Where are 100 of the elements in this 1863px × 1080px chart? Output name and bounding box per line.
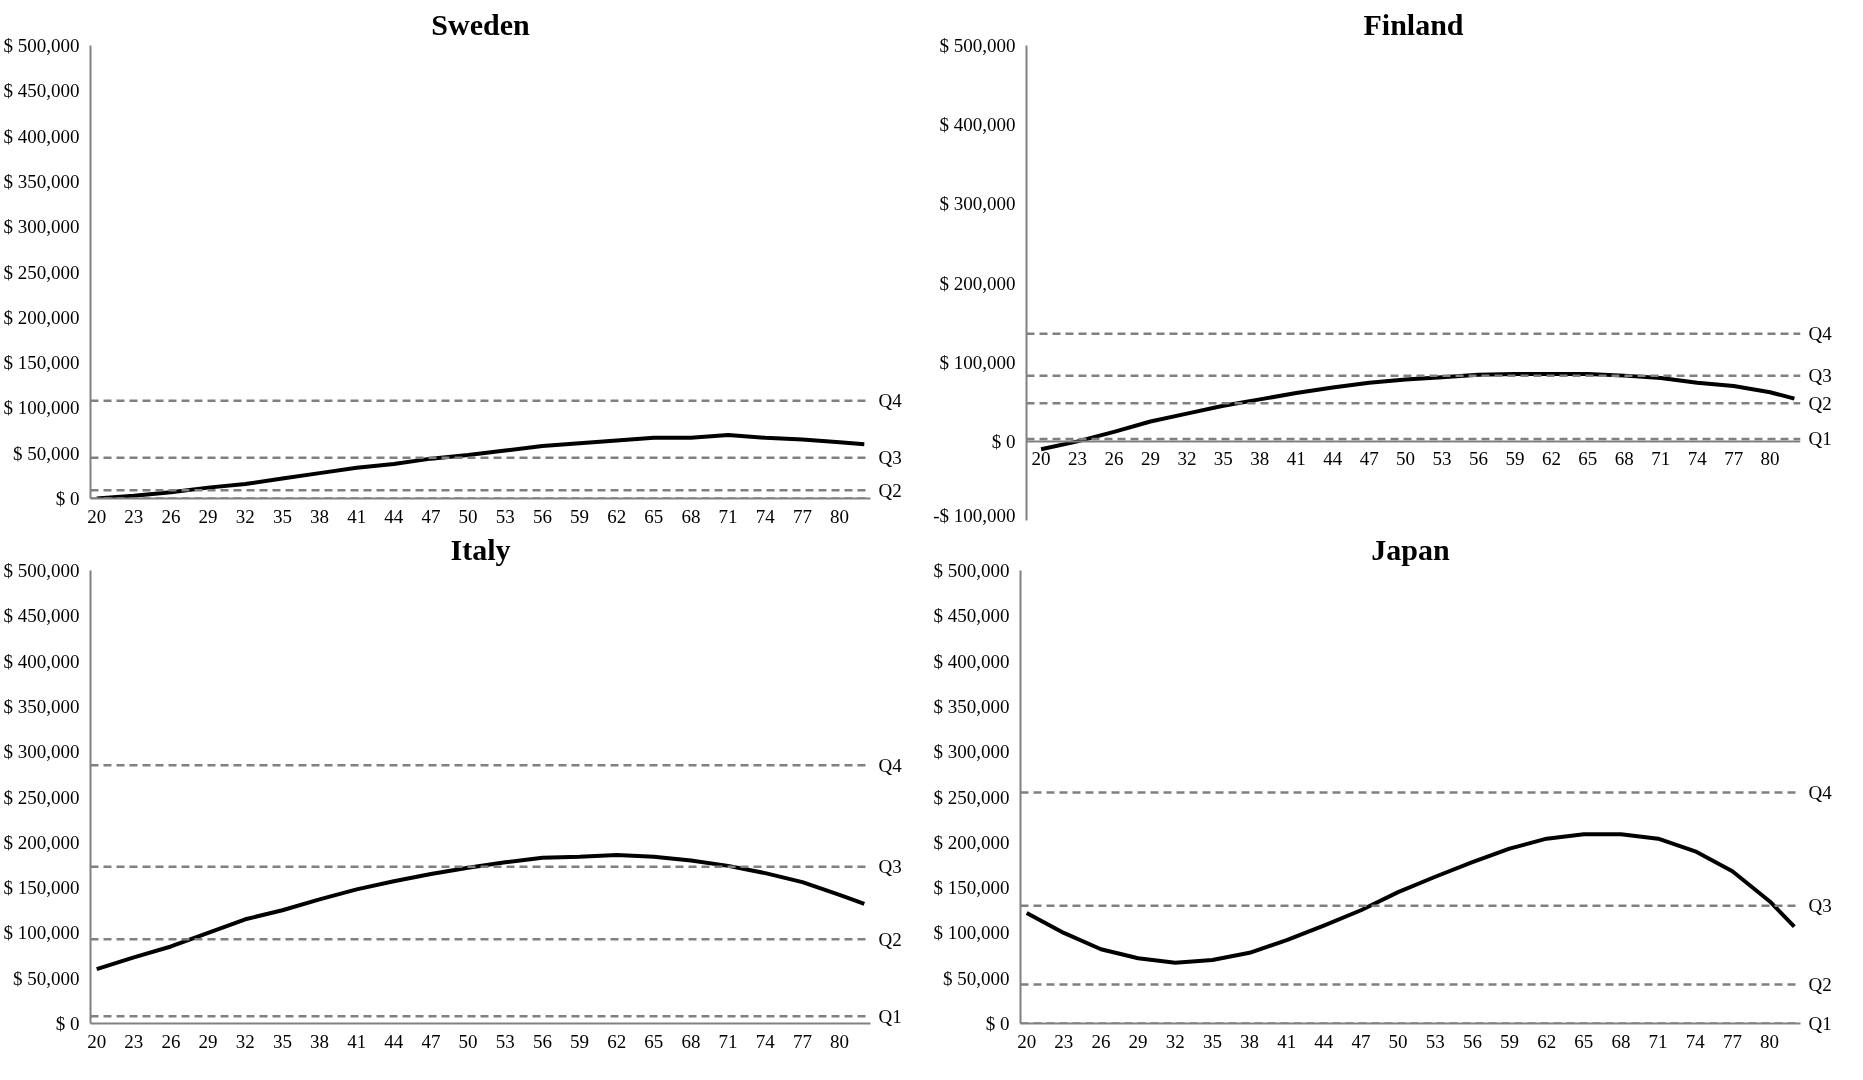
y-tick-label: $ 300,000	[933, 741, 1010, 763]
x-tick-label: 53	[1425, 1030, 1445, 1052]
x-tick-label: 20	[87, 1030, 107, 1052]
x-tick-label: 53	[495, 1030, 515, 1052]
y-tick-label: $ 450,000	[3, 80, 80, 102]
x-tick-label: 41	[347, 505, 367, 527]
y-tick-label: $ 100,000	[3, 922, 80, 944]
x-tick-label: 41	[1277, 1030, 1297, 1052]
x-tick-label: 41	[347, 1030, 367, 1052]
x-tick-label: 50	[1396, 448, 1416, 470]
x-tick-label: 44	[384, 505, 404, 527]
y-tick-label: $ 250,000	[933, 786, 1010, 808]
x-tick-label: 29	[1128, 1030, 1148, 1052]
x-tick-label: 53	[1432, 448, 1452, 470]
x-tick-label: 23	[124, 1030, 144, 1052]
y-tick-label: $ 50,000	[13, 967, 80, 989]
y-tick-label: $ 200,000	[933, 831, 1010, 853]
ref-line-label: Q3	[878, 856, 902, 878]
x-tick-label: 71	[1651, 448, 1671, 470]
x-tick-label: 74	[755, 1030, 776, 1052]
x-tick-label: 56	[1462, 1030, 1482, 1052]
x-tick-label: 74	[1685, 1030, 1706, 1052]
y-tick-label: $ 100,000	[933, 922, 1010, 944]
x-tick-label: 80	[830, 1030, 850, 1052]
y-tick-label: $ 400,000	[939, 114, 1016, 136]
ref-line-label: Q4	[878, 390, 903, 412]
line-series	[1024, 832, 1797, 965]
ref-line-label: Q4	[1808, 781, 1833, 803]
y-tick-label: $ 250,000	[3, 261, 80, 283]
x-tick-label: 59	[1505, 448, 1525, 470]
x-tick-label: 47	[1359, 448, 1379, 470]
y-tick-label: $ 450,000	[3, 605, 80, 627]
y-tick-label: $ 300,000	[939, 193, 1016, 215]
ref-line-label: Q1	[878, 1005, 902, 1027]
x-tick-label: 38	[310, 1030, 330, 1052]
y-tick-label: $ 50,000	[13, 442, 80, 464]
y-tick-label: $ 400,000	[3, 125, 80, 147]
x-tick-label: 68	[1614, 448, 1634, 470]
x-tick-label: 80	[1760, 448, 1780, 470]
ref-line-label: Q1	[1808, 1013, 1832, 1034]
x-tick-label: 77	[792, 1030, 812, 1052]
x-tick-label: 26	[161, 505, 181, 527]
line-series	[94, 433, 867, 499]
x-tick-label: 26	[161, 1030, 181, 1052]
y-tick-label: $ 0	[985, 1013, 1010, 1034]
x-tick-label: 23	[1068, 448, 1088, 470]
y-tick-label: $ 300,000	[3, 216, 80, 238]
x-tick-label: 35	[272, 505, 292, 527]
y-tick-label: $ 50,000	[943, 967, 1010, 989]
x-tick-label: 71	[718, 1030, 738, 1052]
ref-line-label: Q2	[878, 479, 902, 501]
ref-line-label: Q2	[878, 928, 902, 950]
x-tick-label: 80	[830, 505, 850, 527]
x-tick-label: 38	[1240, 1030, 1260, 1052]
x-tick-label: 20	[1017, 1030, 1037, 1052]
ref-line-label: Q3	[878, 447, 902, 469]
y-tick-label: $ 300,000	[3, 741, 80, 763]
y-tick-label: $ 400,000	[3, 650, 80, 672]
x-tick-label: 59	[570, 1030, 590, 1052]
ref-line-label: Q2	[1808, 974, 1832, 996]
ref-line-label: Q4	[1808, 323, 1833, 345]
x-tick-label: 32	[1165, 1030, 1185, 1052]
x-tick-label: 50	[458, 505, 478, 527]
x-tick-label: 47	[1351, 1030, 1371, 1052]
x-tick-label: 62	[1537, 1030, 1557, 1052]
y-tick-label: $ 0	[991, 430, 1016, 452]
x-tick-label: 35	[1202, 1030, 1222, 1052]
x-tick-label: 29	[1140, 448, 1160, 470]
y-tick-label: $ 500,000	[933, 560, 1010, 581]
x-tick-label: 53	[495, 505, 515, 527]
x-tick-label: 77	[1722, 1030, 1742, 1052]
y-tick-label: $ 350,000	[3, 170, 80, 192]
y-tick-label: $ 500,000	[3, 560, 80, 581]
y-tick-label: $ 150,000	[3, 352, 80, 374]
x-tick-label: 62	[607, 505, 627, 527]
x-tick-label: 41	[1286, 448, 1306, 470]
chart-title: Sweden	[431, 7, 530, 41]
y-tick-label: $ 200,000	[939, 272, 1016, 294]
x-tick-label: 23	[124, 505, 144, 527]
x-tick-label: 65	[1578, 448, 1598, 470]
y-tick-label: $ 150,000	[933, 877, 1010, 899]
x-tick-label: 74	[755, 505, 776, 527]
x-tick-label: 44	[384, 1030, 404, 1052]
x-tick-label: 29	[198, 505, 218, 527]
x-tick-label: 35	[1213, 448, 1233, 470]
ref-line-label: Q3	[1808, 365, 1832, 387]
y-tick-label: $ 0	[55, 1013, 80, 1034]
x-tick-label: 44	[1314, 1030, 1334, 1052]
x-tick-label: 38	[1250, 448, 1270, 470]
x-tick-label: 26	[1091, 1030, 1111, 1052]
y-tick-label: $ 500,000	[939, 35, 1016, 56]
y-tick-label: -$ 100,000	[933, 504, 1016, 526]
x-tick-label: 71	[718, 505, 738, 527]
x-tick-label: 47	[421, 1030, 441, 1052]
chart-title: Italy	[450, 532, 511, 566]
y-tick-label: $ 400,000	[933, 650, 1010, 672]
ref-line-label: Q4	[878, 754, 903, 776]
x-tick-label: 32	[235, 1030, 255, 1052]
x-tick-label: 77	[792, 505, 812, 527]
y-tick-label: $ 250,000	[3, 786, 80, 808]
